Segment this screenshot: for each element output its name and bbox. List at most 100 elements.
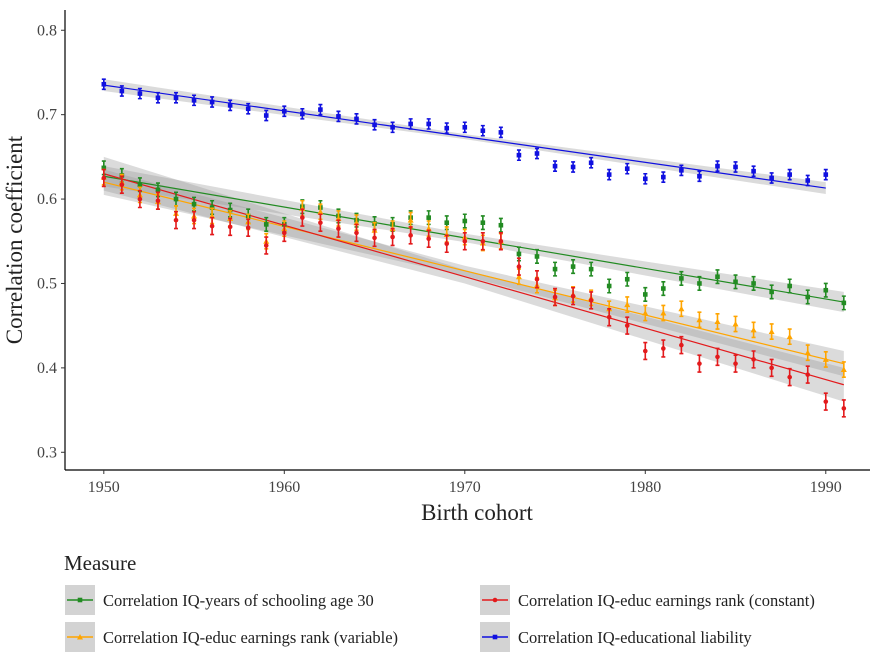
point xyxy=(624,166,630,171)
point xyxy=(336,114,341,119)
point xyxy=(642,348,648,354)
point xyxy=(715,354,720,360)
point xyxy=(173,217,179,223)
point xyxy=(769,175,774,181)
x-tick-label: 1990 xyxy=(810,479,842,496)
point xyxy=(155,187,161,193)
point xyxy=(823,399,829,404)
point xyxy=(462,218,468,224)
y-tick-label: 0.5 xyxy=(37,275,57,292)
point xyxy=(155,198,161,204)
point xyxy=(372,122,377,128)
point xyxy=(354,116,359,122)
point xyxy=(624,301,631,308)
point xyxy=(642,292,648,297)
point xyxy=(191,201,197,207)
point xyxy=(137,182,143,188)
point xyxy=(696,316,703,323)
point xyxy=(516,152,522,158)
point xyxy=(191,217,197,223)
point xyxy=(733,279,738,285)
point xyxy=(714,318,721,324)
point xyxy=(715,163,720,169)
point xyxy=(570,164,576,170)
point xyxy=(804,349,811,356)
point xyxy=(678,305,685,312)
point xyxy=(751,168,756,174)
point xyxy=(372,235,377,241)
point xyxy=(624,323,630,328)
point xyxy=(408,121,413,127)
x-axis-title: Birth cohort xyxy=(421,500,533,525)
point xyxy=(768,328,775,335)
point xyxy=(787,374,792,380)
point xyxy=(588,160,594,166)
point xyxy=(480,238,486,244)
point xyxy=(660,310,667,316)
legend-label: Correlation IQ-educ earnings rank (const… xyxy=(518,591,815,610)
point xyxy=(480,220,486,225)
point xyxy=(697,281,702,286)
y-tick-label: 0.8 xyxy=(37,22,57,39)
point xyxy=(318,220,323,225)
point xyxy=(534,254,540,259)
point xyxy=(786,333,793,340)
point xyxy=(317,208,324,215)
point xyxy=(137,196,143,202)
point xyxy=(732,320,739,327)
x-tick-label: 1970 xyxy=(449,479,481,496)
point xyxy=(336,226,341,231)
point xyxy=(805,372,811,377)
point xyxy=(408,233,413,238)
point xyxy=(697,361,702,366)
point xyxy=(191,98,197,103)
point xyxy=(552,163,558,169)
point xyxy=(101,165,107,171)
point xyxy=(245,106,251,112)
point xyxy=(137,91,143,96)
y-tick-label: 0.7 xyxy=(37,107,57,124)
point xyxy=(733,361,738,366)
legend-label: Correlation IQ-educ earnings rank (varia… xyxy=(103,628,398,647)
fit-line xyxy=(103,84,826,189)
point xyxy=(534,151,540,156)
point xyxy=(426,236,431,242)
point xyxy=(661,286,666,291)
point xyxy=(119,88,125,94)
point xyxy=(209,99,215,105)
point xyxy=(642,310,649,316)
point xyxy=(101,175,107,181)
point xyxy=(300,111,305,117)
point xyxy=(552,266,558,272)
point xyxy=(787,172,792,177)
point xyxy=(805,294,811,300)
point xyxy=(822,356,829,362)
y-tick-label: 0.3 xyxy=(37,444,57,461)
point xyxy=(570,264,576,269)
point xyxy=(209,223,215,229)
point xyxy=(787,283,792,289)
point xyxy=(354,230,359,236)
x-tick-label: 1950 xyxy=(88,479,120,496)
point xyxy=(515,273,522,280)
fit-line xyxy=(103,181,844,365)
point xyxy=(209,205,215,210)
point xyxy=(462,238,468,244)
point xyxy=(823,172,829,177)
point xyxy=(841,406,847,411)
point xyxy=(751,357,756,362)
point xyxy=(552,294,558,300)
y-axis-title: Correlation coefficient xyxy=(2,135,27,344)
legend-title: Measure xyxy=(64,551,136,575)
legend-marker xyxy=(492,634,498,640)
legend-label: Correlation IQ-years of schooling age 30 xyxy=(103,591,374,610)
point xyxy=(101,81,107,87)
y-tick-label: 0.4 xyxy=(37,360,57,377)
point xyxy=(227,224,233,230)
point xyxy=(245,225,251,231)
point xyxy=(263,113,269,118)
point xyxy=(426,215,431,220)
point xyxy=(480,128,486,133)
point xyxy=(606,314,612,320)
point xyxy=(642,176,648,182)
